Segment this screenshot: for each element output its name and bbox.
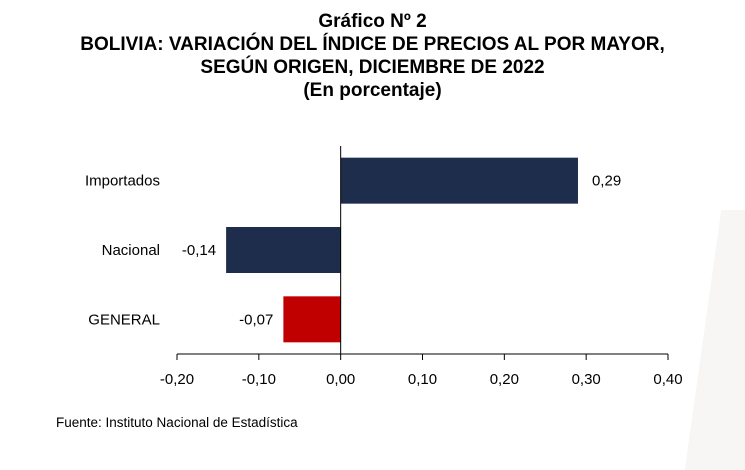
chart-unit-note: (En porcentaje) [303, 80, 442, 101]
x-tick-label: -0,10 [242, 371, 276, 388]
x-tick-label: 0,20 [490, 371, 519, 388]
category-label: GENERAL [88, 311, 160, 328]
chart-titles: Gráfico Nº 2 BOLIVIA: VARIACIÓN DEL ÍNDI… [0, 10, 745, 103]
data-label: -0,14 [182, 242, 216, 259]
bar-importados [340, 157, 578, 204]
source-note: Fuente: Instituto Nacional de Estadístic… [56, 415, 298, 430]
category-label: Nacional [102, 242, 160, 259]
x-tick-label: 0,40 [653, 371, 682, 388]
chart-title: Gráfico Nº 2 [318, 11, 427, 32]
bar-chart: Importados 0,29 Nacional -0,14 GENERAL -0,07 -… [85, 146, 683, 388]
bar-general [283, 296, 341, 343]
chart-subtitle-line-1: BOLIVIA: VARIACIÓN DEL ÍNDICE DE PRECIOS… [80, 34, 665, 55]
chart-subtitle-line-2: SEGÚN ORIGEN, DICIEMBRE DE 2022 [200, 57, 545, 78]
x-tick-label: 0,00 [326, 371, 355, 388]
category-label: Importados [85, 173, 160, 190]
x-tick-label: 0,30 [572, 371, 601, 388]
x-tick-label: -0,20 [160, 371, 194, 388]
bar-nacional [226, 227, 341, 273]
data-label: 0,29 [592, 173, 621, 190]
data-label: -0,07 [239, 311, 273, 328]
x-tick-label: 0,10 [408, 371, 437, 388]
